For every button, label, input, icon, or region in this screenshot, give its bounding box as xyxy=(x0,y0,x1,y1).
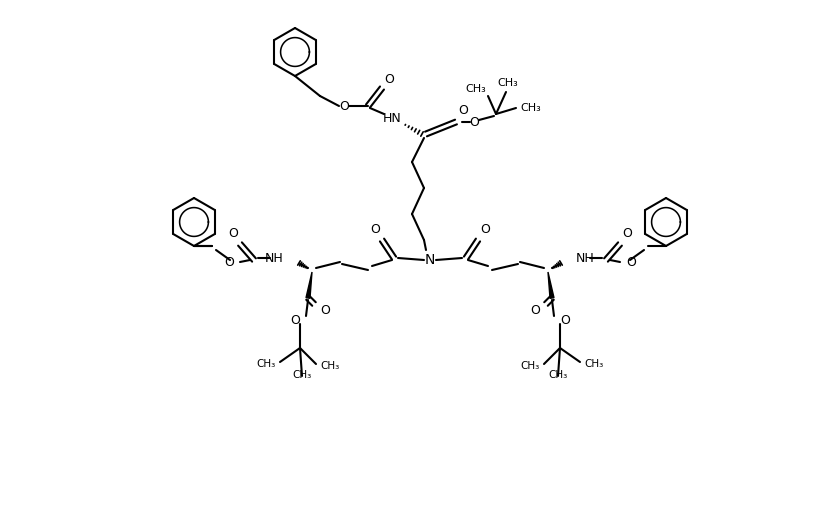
Text: CH₃: CH₃ xyxy=(465,84,486,94)
Text: O: O xyxy=(469,116,479,128)
Text: O: O xyxy=(530,304,540,316)
Text: CH₃: CH₃ xyxy=(497,78,518,88)
Text: O: O xyxy=(228,227,238,240)
Text: CH₃: CH₃ xyxy=(257,359,276,369)
Text: O: O xyxy=(224,256,234,269)
Text: NH: NH xyxy=(265,251,284,265)
Text: O: O xyxy=(560,314,570,326)
Text: O: O xyxy=(339,99,349,112)
Text: O: O xyxy=(626,256,636,269)
Text: N: N xyxy=(425,253,435,267)
Text: HN: HN xyxy=(383,111,402,125)
Text: O: O xyxy=(370,223,380,236)
Text: CH₃: CH₃ xyxy=(549,370,568,380)
Text: CH₃: CH₃ xyxy=(320,361,339,371)
Polygon shape xyxy=(306,272,312,298)
Text: O: O xyxy=(622,227,632,240)
Text: O: O xyxy=(458,104,468,117)
Text: O: O xyxy=(480,223,490,236)
Text: CH₃: CH₃ xyxy=(584,359,603,369)
Text: NH: NH xyxy=(576,251,595,265)
Text: CH₃: CH₃ xyxy=(521,361,540,371)
Text: CH₃: CH₃ xyxy=(292,370,312,380)
Text: O: O xyxy=(320,304,330,316)
Polygon shape xyxy=(548,272,554,298)
Text: O: O xyxy=(290,314,300,326)
Text: O: O xyxy=(384,73,394,86)
Text: CH₃: CH₃ xyxy=(520,103,541,113)
